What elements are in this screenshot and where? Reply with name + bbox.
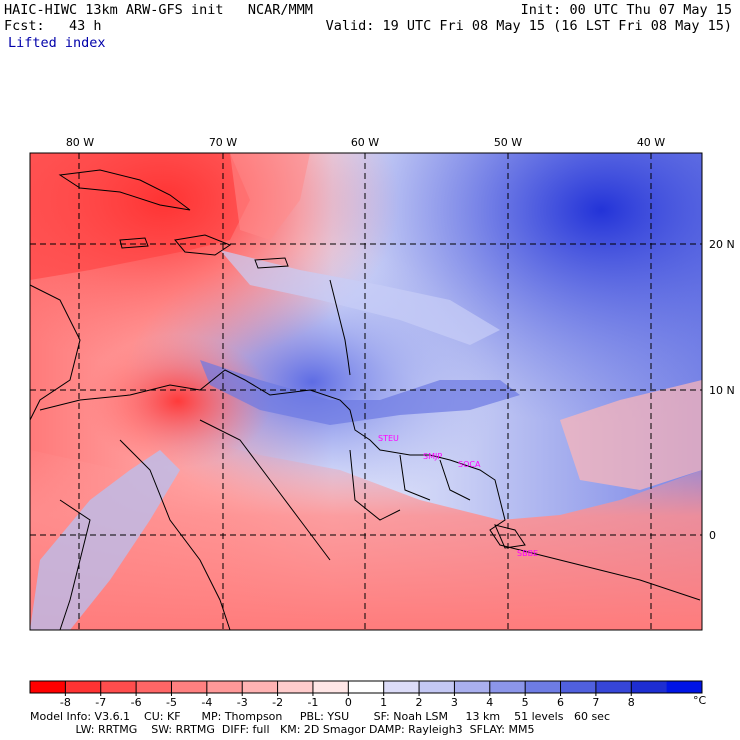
lon-label-40w: 40 W (637, 136, 665, 149)
colorbar-tick-label: -4 (201, 696, 212, 709)
colorbar-swatch (525, 681, 562, 693)
lat-label-0: 0 (709, 529, 716, 542)
field-name: Lifted index (8, 35, 106, 51)
lifted-index-field (30, 153, 702, 630)
colorbar-tick-label: 1 (380, 696, 387, 709)
colorbar-swatch (560, 681, 597, 693)
colorbar-swatch (489, 681, 526, 693)
colorbar-swatch (454, 681, 491, 693)
colorbar-frame (29, 680, 703, 694)
station-sbbe: SBBE (517, 549, 538, 558)
lat-label-20n: 20 N (709, 238, 735, 251)
model-title: HAIC-HIWC 13km ARW-GFS init NCAR/MMM (4, 2, 313, 18)
colorbar-swatch (348, 681, 385, 693)
colorbar-swatch (136, 681, 172, 693)
lon-label-80w: 80 W (66, 136, 94, 149)
valid-time: Valid: 19 UTC Fri 08 May 15 (16 LST Fri … (325, 18, 732, 34)
colorbar-tick-label: 6 (557, 696, 564, 709)
colorbar-tick-label: 0 (345, 696, 352, 709)
station-steu: STEU (378, 434, 399, 443)
colorbar-tick-label: 8 (628, 696, 635, 709)
colorbar-tick-label: -1 (307, 696, 318, 709)
colorbar-swatch (206, 681, 243, 693)
colorbar-swatch (171, 681, 208, 693)
colorbar-swatch (666, 681, 703, 693)
colorbar-tick-label: 5 (522, 696, 529, 709)
colorbar-tick-label: -6 (131, 696, 142, 709)
colorbar-tick-label: 4 (486, 696, 493, 709)
colorbar-swatch (383, 681, 420, 693)
colorbar-swatch (312, 681, 349, 693)
station-soca: SOCA (458, 460, 481, 469)
colorbar-unit: °C (693, 694, 707, 707)
colorbar-swatch (100, 681, 137, 693)
model-info-line1: Model Info: V3.6.1 CU: KF MP: Thompson P… (30, 710, 610, 723)
colorbar-tick-label: -8 (60, 696, 71, 709)
colorbar-tick-label: -7 (95, 696, 106, 709)
colorbar-tick-label: 7 (592, 696, 599, 709)
colorbar-swatch (277, 681, 314, 693)
colorbar-swatch (631, 681, 668, 693)
model-info-line2: LW: RRTMG SW: RRTMG DIFF: full KM: 2D Sm… (30, 723, 535, 736)
lon-label-50w: 50 W (494, 136, 522, 149)
lon-label-70w: 70 W (209, 136, 237, 149)
colorbar-swatch (30, 681, 66, 693)
lat-label-10n: 10 N (709, 384, 735, 397)
colorbar-tick-label: -3 (237, 696, 248, 709)
colorbar-tick-label: -5 (166, 696, 177, 709)
colorbar-swatch (242, 681, 279, 693)
init-time: Init: 00 UTC Thu 07 May 15 (520, 2, 732, 18)
colorbar-swatch (595, 681, 632, 693)
colorbar-tick-label: 3 (451, 696, 458, 709)
colorbar-tick-label: -2 (272, 696, 283, 709)
station-smjp: SMJP (423, 452, 442, 461)
lon-label-60w: 60 W (351, 136, 379, 149)
colorbar-swatch (65, 681, 102, 693)
colorbar-tick-label: 2 (416, 696, 423, 709)
coastlines (29, 169, 701, 631)
map-frame (29, 152, 703, 631)
forecast-hour: Fcst: 43 h (4, 18, 102, 34)
lat-lon-grid (30, 153, 702, 630)
colorbar: -8 -7 -6 -5 -4 -3 -2 -1 0 1 2 3 4 5 6 7 8 (29, 680, 703, 709)
colorbar-swatch (419, 681, 455, 693)
